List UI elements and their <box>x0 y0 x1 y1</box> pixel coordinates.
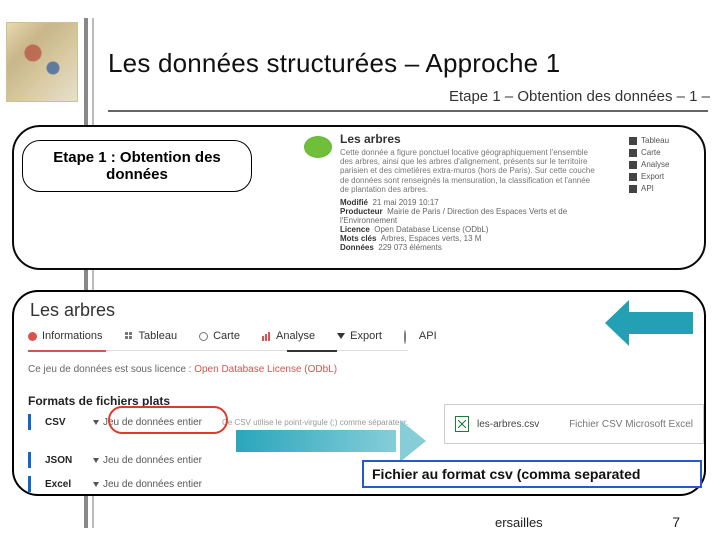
format-name: CSV <box>45 417 79 428</box>
dataset-card-sidelinks: Tableau Carte Analyse Export API <box>629 136 693 196</box>
download-icon <box>337 333 345 339</box>
tab-export-indicator <box>287 350 337 352</box>
leaf-icon <box>304 136 332 158</box>
arrow-teal-left <box>605 300 695 346</box>
download-whole-excel[interactable]: Jeu de données entier <box>93 479 202 490</box>
download-icon <box>93 482 99 487</box>
excel-file-icon <box>455 416 469 432</box>
tab-carte[interactable]: Carte <box>199 330 240 342</box>
dataset-card: Les arbres Cette donnée a figure ponctue… <box>300 130 695 258</box>
format-name: Excel <box>45 479 79 490</box>
dataset-card-desc: Cette donnée a figure ponctuel locative … <box>340 148 600 194</box>
tab-analyse[interactable]: Analyse <box>262 330 315 342</box>
page-number: 7 <box>672 514 680 530</box>
download-icon <box>93 458 99 463</box>
slide-title: Les données structurées – Approche 1 <box>108 48 560 79</box>
dataset-card-meta: Modifié 21 mai 2019 10:17 Producteur Mai… <box>340 198 600 252</box>
tab-informations[interactable]: Informations <box>28 330 103 342</box>
format-name: JSON <box>45 455 79 466</box>
format-row-json: JSON Jeu de données entier <box>28 452 202 468</box>
format-accent-bar <box>28 452 31 468</box>
footer-fragment: ersailles <box>495 515 543 530</box>
highlight-circle <box>108 406 228 434</box>
csv-file-tile[interactable]: les-arbres.csv Fichier CSV Microsoft Exc… <box>444 404 704 444</box>
title-underline <box>108 110 708 112</box>
chart-icon <box>262 332 271 341</box>
tab-active-indicator <box>28 350 106 352</box>
slide-subtitle: Etape 1 – Obtention des données – 1 – <box>449 88 710 105</box>
info-icon <box>28 332 37 341</box>
download-icon <box>93 420 99 425</box>
tab-api[interactable]: API <box>404 330 437 342</box>
decorative-photo <box>6 22 78 102</box>
licence-link[interactable]: Open Database License (ODbL) <box>194 364 337 375</box>
blue-caption: Fichier au format csv (comma separated <box>362 460 702 488</box>
download-whole-json[interactable]: Jeu de données entier <box>93 455 202 466</box>
step-pill: Etape 1 : Obtention des données <box>22 140 252 192</box>
export-panel-title: Les arbres <box>30 300 115 321</box>
table-icon <box>125 332 134 341</box>
format-accent-bar <box>28 476 31 492</box>
dataset-card-title: Les arbres <box>340 132 401 146</box>
format-accent-bar <box>28 414 31 430</box>
gear-icon <box>404 330 406 344</box>
licence-line: Ce jeu de données est sous licence : Ope… <box>28 364 337 375</box>
arrow-teal-right <box>236 420 426 462</box>
csv-file-type: Fichier CSV Microsoft Excel <box>569 419 693 430</box>
csv-file-name: les-arbres.csv <box>477 419 539 430</box>
format-row-excel: Excel Jeu de données entier <box>28 476 202 492</box>
tabs-row: Informations Tableau Carte Analyse Expor… <box>28 330 437 342</box>
tab-export[interactable]: Export <box>337 330 382 342</box>
tab-tableau[interactable]: Tableau <box>125 330 178 342</box>
globe-icon <box>199 332 208 341</box>
